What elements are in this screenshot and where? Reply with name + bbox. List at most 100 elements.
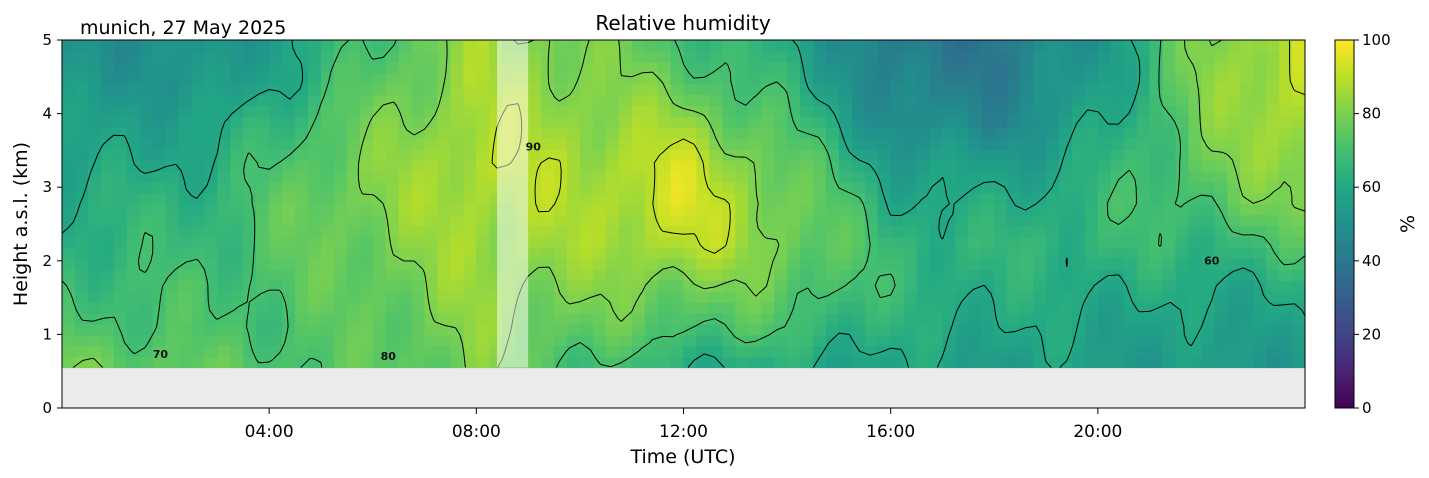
heatmap-cell — [1046, 334, 1060, 347]
heatmap-cell — [489, 105, 503, 118]
heatmap-cell — [1266, 61, 1280, 74]
heatmap-cell — [955, 214, 969, 227]
heatmap-cell — [851, 312, 866, 325]
heatmap-cell — [916, 127, 931, 139]
heatmap-cell — [812, 72, 827, 85]
heatmap-cell — [528, 61, 542, 74]
heatmap-cell — [1279, 356, 1293, 369]
heatmap-cell — [256, 61, 270, 74]
heatmap-cell — [1123, 356, 1138, 369]
heatmap-cell — [1007, 50, 1021, 63]
heatmap-cell — [1266, 323, 1280, 336]
heatmap-cell — [1279, 312, 1293, 325]
heatmap-cell — [87, 127, 102, 139]
heatmap-cell — [657, 160, 672, 172]
heatmap-cell — [1084, 160, 1099, 172]
heatmap-cell — [320, 83, 335, 96]
heatmap-cell — [450, 171, 464, 183]
heatmap-cell — [812, 258, 827, 270]
heatmap-cell — [372, 356, 387, 369]
heatmap-cell — [320, 280, 335, 292]
heatmap-cell — [489, 72, 503, 85]
heatmap-cell — [256, 323, 270, 336]
heatmap-cell — [1046, 225, 1060, 238]
heatmap-cell — [243, 203, 257, 216]
heatmap-cell — [851, 345, 866, 358]
heatmap-cell — [696, 181, 710, 194]
heatmap-cell — [748, 116, 762, 128]
heatmap-cell — [864, 334, 879, 347]
heatmap-cell — [346, 40, 361, 52]
heatmap-cell — [1227, 50, 1241, 63]
heatmap-cell — [372, 334, 387, 347]
heatmap-cell — [1214, 302, 1228, 314]
heatmap-cell — [100, 323, 115, 336]
heatmap-cell — [463, 302, 477, 314]
heatmap-cell — [178, 40, 193, 52]
heatmap-cell — [1227, 236, 1241, 249]
heatmap-cell — [308, 127, 322, 139]
heatmap-cell — [1214, 258, 1228, 270]
heatmap-cell — [787, 225, 801, 238]
heatmap-cell — [74, 40, 89, 52]
heatmap-cell — [890, 356, 905, 369]
heatmap-cell — [113, 334, 128, 347]
heatmap-cell — [994, 258, 1008, 270]
heatmap-cell — [1214, 203, 1228, 216]
heatmap-cell — [618, 83, 633, 96]
heatmap-cell — [735, 302, 749, 314]
heatmap-cell — [346, 345, 361, 358]
heatmap-cell — [851, 356, 866, 369]
heatmap-cell — [722, 72, 736, 85]
heatmap-cell — [1110, 291, 1125, 303]
heatmap-cell — [605, 214, 620, 227]
heatmap-cell — [359, 72, 374, 85]
heatmap-cell — [295, 334, 309, 347]
heatmap-cell — [942, 258, 957, 270]
heatmap-cell — [476, 116, 490, 128]
heatmap-cell — [942, 334, 957, 347]
heatmap-cell — [463, 269, 477, 281]
heatmap-cell — [398, 138, 413, 150]
heatmap-cell — [1214, 83, 1228, 96]
heatmap-cell — [566, 203, 581, 216]
heatmap-cell — [1071, 94, 1086, 107]
heatmap-cell — [191, 50, 206, 63]
heatmap-cell — [450, 214, 464, 227]
heatmap-cell — [217, 214, 231, 227]
heatmap-cell — [812, 83, 827, 96]
heatmap-cell — [243, 236, 257, 249]
heatmap-cell — [735, 149, 749, 161]
heatmap-cell — [1084, 138, 1099, 150]
heatmap-cell — [670, 50, 685, 63]
heatmap-cell — [450, 192, 464, 205]
heatmap-cell — [800, 50, 814, 63]
heatmap-cell — [269, 138, 283, 150]
heatmap-cell — [592, 312, 607, 325]
heatmap-cell — [243, 61, 257, 74]
heatmap-cell — [463, 72, 477, 85]
heatmap-cell — [618, 345, 633, 358]
heatmap-cell — [528, 127, 542, 139]
heatmap-cell — [1058, 258, 1073, 270]
heatmap-cell — [1162, 192, 1177, 205]
heatmap-cell — [657, 116, 672, 128]
heatmap-cell — [1046, 83, 1060, 96]
heatmap-cell — [424, 269, 439, 281]
heatmap-cell — [178, 192, 193, 205]
heatmap-cell — [1058, 149, 1073, 161]
heatmap-cell — [1162, 171, 1177, 183]
heatmap-cell — [87, 203, 102, 216]
heatmap-cell — [1123, 40, 1138, 52]
heatmap-cell — [463, 203, 477, 216]
heatmap-cell — [787, 138, 801, 150]
heatmap-cell — [1162, 50, 1177, 63]
heatmap-cell — [463, 138, 477, 150]
heatmap-cell — [126, 171, 141, 183]
heatmap-cell — [152, 280, 167, 292]
heatmap-cell — [398, 312, 413, 325]
heatmap-cell — [709, 356, 723, 369]
heatmap-cell — [748, 127, 762, 139]
heatmap-cell — [605, 72, 620, 85]
heatmap-cell — [1214, 247, 1228, 259]
